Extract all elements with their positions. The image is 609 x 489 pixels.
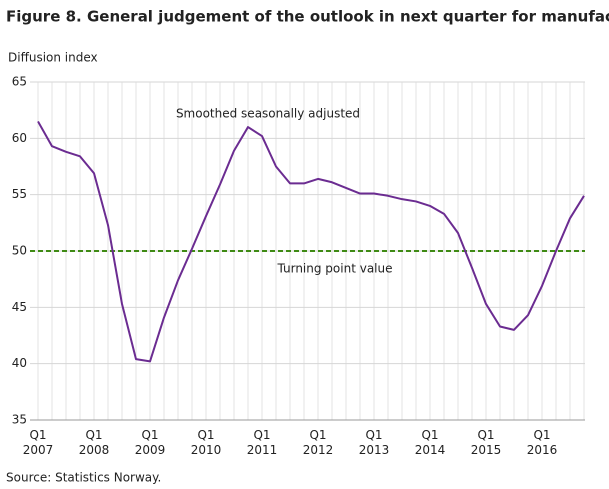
y-tick-label: 55: [12, 187, 27, 201]
x-tick-label: Q1 2011: [246, 428, 278, 457]
x-tick-label: Q1 2007: [22, 428, 54, 457]
y-tick-label: 40: [12, 356, 27, 370]
x-tick-label: Q1 2014: [414, 428, 446, 457]
y-tick-label: 35: [12, 413, 27, 427]
y-tick-label: 60: [12, 131, 27, 145]
y-tick-label: 50: [12, 244, 27, 258]
series-label: Smoothed seasonally adjusted: [176, 107, 360, 121]
x-tick-label: Q1 2010: [190, 428, 222, 457]
y-axis-label: Diffusion index: [8, 51, 98, 65]
reference-label: Turning point value: [276, 262, 392, 276]
x-tick-label: Q1 2012: [302, 428, 334, 457]
x-tick-label: Q1 2013: [358, 428, 390, 457]
chart-title: Figure 8. General judgement of the outlo…: [6, 8, 609, 26]
x-tick-label: Q1 2016: [526, 428, 558, 457]
y-tick-label: 65: [12, 75, 27, 89]
series-line: [37, 120, 585, 363]
y-tick-label: 45: [12, 300, 27, 314]
x-tick-label: Q1 2008: [78, 428, 110, 457]
source: Source: Statistics Norway.: [6, 471, 161, 485]
x-tick-label: Q1 2009: [134, 428, 166, 457]
x-tick-label: Q1 2015: [470, 428, 502, 457]
